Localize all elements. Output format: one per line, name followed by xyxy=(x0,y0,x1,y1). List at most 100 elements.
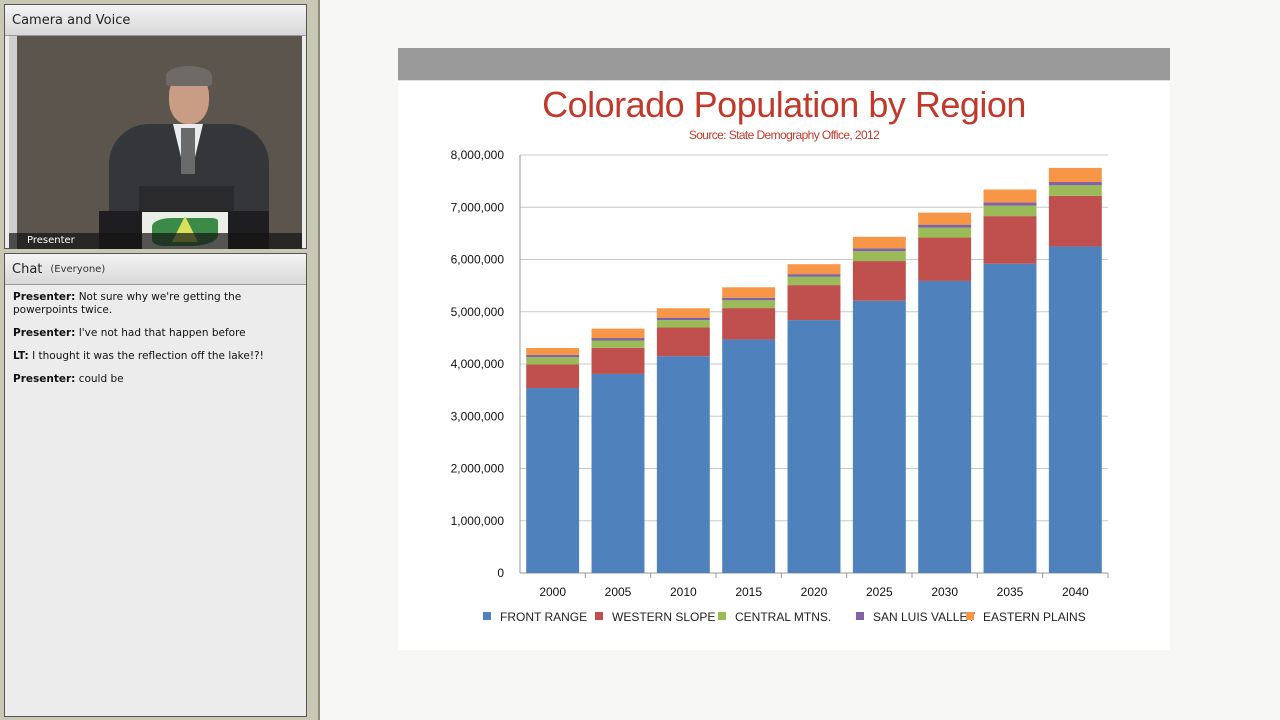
bar-segment-san-luis-valley-2015 xyxy=(722,297,776,301)
bar-segment-san-luis-valley-2010 xyxy=(656,317,710,321)
legend-label: FRONT RANGE xyxy=(500,610,587,624)
chat-sender: LT: xyxy=(13,350,29,362)
chat-pod-header: Chat (Everyone) xyxy=(5,254,306,285)
y-tick-label: 4,000,000 xyxy=(451,357,505,371)
stacked-bar-chart: 0 1,000,000 2,000,000 3,000,000 4,000,000 5,0… xyxy=(451,148,1109,624)
legend-swatch xyxy=(966,612,974,620)
presentation-slide: Colorado Population by Region Source: St… xyxy=(398,48,1170,650)
y-tick-label: 7,000,000 xyxy=(451,200,505,214)
chat-sender: Presenter: xyxy=(13,373,76,385)
legend-label: CENTRAL MTNS. xyxy=(735,610,831,624)
bar-segment-san-luis-valley-2020 xyxy=(787,274,841,277)
x-tick-label: 2010 xyxy=(670,585,697,599)
legend-swatch xyxy=(483,612,491,620)
bar-segment-central-mtns--2020 xyxy=(787,276,841,286)
presenter-video[interactable]: Presenter xyxy=(9,36,302,249)
bar-segment-eastern-plains-2030 xyxy=(918,212,972,225)
chat-message: Presenter: could be xyxy=(13,373,298,386)
bar-segment-central-mtns--2040 xyxy=(1048,185,1102,196)
y-tick-label: 1,000,000 xyxy=(451,514,505,528)
bar-segment-western-slope-2040 xyxy=(1048,195,1102,247)
chat-messages: Presenter: Not sure why we're getting th… xyxy=(5,285,306,402)
y-tick-label: 3,000,000 xyxy=(451,409,505,423)
chat-message: Presenter: Not sure why we're getting th… xyxy=(13,291,298,317)
bar-segment-front-range-2005 xyxy=(591,373,645,573)
bar-segment-eastern-plains-2025 xyxy=(852,236,906,249)
x-tick-label: 2005 xyxy=(605,585,632,599)
bar-segment-front-range-2015 xyxy=(722,339,776,573)
x-tick-label: 2000 xyxy=(539,585,566,599)
bar-segment-eastern-plains-2005 xyxy=(591,328,645,339)
video-wall xyxy=(9,36,17,249)
chat-scope[interactable]: (Everyone) xyxy=(50,263,106,275)
bar-segment-san-luis-valley-2040 xyxy=(1048,182,1102,186)
y-tick-label: 2,000,000 xyxy=(451,462,505,476)
x-tick-label: 2040 xyxy=(1062,585,1089,599)
chat-text: I've not had that happen before xyxy=(78,327,246,339)
chat-sender: Presenter: xyxy=(13,327,76,339)
bar-segment-san-luis-valley-2005 xyxy=(591,338,645,341)
bar-segment-san-luis-valley-2025 xyxy=(852,248,906,252)
y-tick-label: 5,000,000 xyxy=(451,305,505,319)
bar-segment-front-range-2020 xyxy=(787,320,841,573)
bar-segment-western-slope-2015 xyxy=(722,308,776,340)
camera-pod-title: Camera and Voice xyxy=(5,5,306,36)
x-tick-label: 2025 xyxy=(866,585,893,599)
bar-segment-eastern-plains-2000 xyxy=(526,348,580,355)
chart-subtitle: Source: State Demography Office, 2012 xyxy=(688,128,880,142)
x-tick-label: 2020 xyxy=(801,585,828,599)
chat-text: I thought it was the reflection off the … xyxy=(32,350,264,362)
y-tick-label: 6,000,000 xyxy=(451,253,505,267)
y-tick-label: 8,000,000 xyxy=(451,148,505,162)
chart-title: Colorado Population by Region xyxy=(542,84,1026,125)
chat-text: Not sure why we're getting the powerpoin… xyxy=(13,291,242,316)
bar-segment-central-mtns--2000 xyxy=(526,357,580,365)
chat-sender: Presenter: xyxy=(13,291,76,303)
bar-segment-eastern-plains-2035 xyxy=(983,189,1037,203)
chat-pod: Chat (Everyone) Presenter: Not sure why … xyxy=(4,253,307,717)
bar-segment-central-mtns--2005 xyxy=(591,340,645,348)
bar-segment-western-slope-2020 xyxy=(787,285,841,321)
bar-segment-front-range-2010 xyxy=(656,356,710,573)
bar-segment-front-range-2040 xyxy=(1048,246,1102,573)
bar-segment-eastern-plains-2010 xyxy=(656,308,710,318)
bar-segment-eastern-plains-2015 xyxy=(722,287,776,298)
legend-swatch xyxy=(856,612,864,620)
legend-label: EASTERN PLAINS xyxy=(983,610,1086,624)
chat-text: could be xyxy=(78,373,124,385)
chat-message: Presenter: I've not had that happen befo… xyxy=(13,327,298,340)
legend-label: WESTERN SLOPE xyxy=(612,610,715,624)
legend-label: SAN LUIS VALLEY xyxy=(873,610,976,624)
bar-segment-central-mtns--2035 xyxy=(983,205,1037,217)
bar-segment-western-slope-2030 xyxy=(918,237,972,281)
x-tick-label: 2015 xyxy=(735,585,762,599)
bar-segment-front-range-2030 xyxy=(918,280,972,573)
presenter-hair xyxy=(166,66,212,86)
chat-message: LT: I thought it was the reflection off … xyxy=(13,350,298,363)
bar-segment-front-range-2000 xyxy=(526,388,580,573)
x-tick-label: 2030 xyxy=(931,585,958,599)
bar-segment-san-luis-valley-2035 xyxy=(983,202,1037,206)
bar-segment-central-mtns--2030 xyxy=(918,227,972,238)
bar-segment-san-luis-valley-2000 xyxy=(526,354,580,358)
bar-segment-eastern-plains-2040 xyxy=(1048,167,1102,183)
bar-segment-central-mtns--2010 xyxy=(656,320,710,328)
camera-voice-pod: Camera and Voice Presenter xyxy=(4,4,307,249)
bar-segment-western-slope-2005 xyxy=(591,347,645,374)
bar-segment-western-slope-2010 xyxy=(656,327,710,357)
bar-segment-western-slope-2025 xyxy=(852,261,906,301)
legend-swatch xyxy=(595,612,603,620)
x-tick-label: 2035 xyxy=(997,585,1024,599)
y-tick-label: 0 xyxy=(497,566,504,580)
chat-title: Chat xyxy=(12,261,43,277)
bar-segment-front-range-2035 xyxy=(983,263,1037,573)
bar-segment-san-luis-valley-2030 xyxy=(918,224,972,228)
presenter-tie xyxy=(181,128,195,174)
bar-segment-eastern-plains-2020 xyxy=(787,264,841,275)
bar-segment-central-mtns--2025 xyxy=(852,251,906,262)
legend-swatch xyxy=(718,612,726,620)
bar-segment-front-range-2025 xyxy=(852,300,906,573)
bar-segment-western-slope-2000 xyxy=(526,364,580,389)
video-label: Presenter xyxy=(9,233,302,249)
bar-segment-central-mtns--2015 xyxy=(722,300,776,309)
